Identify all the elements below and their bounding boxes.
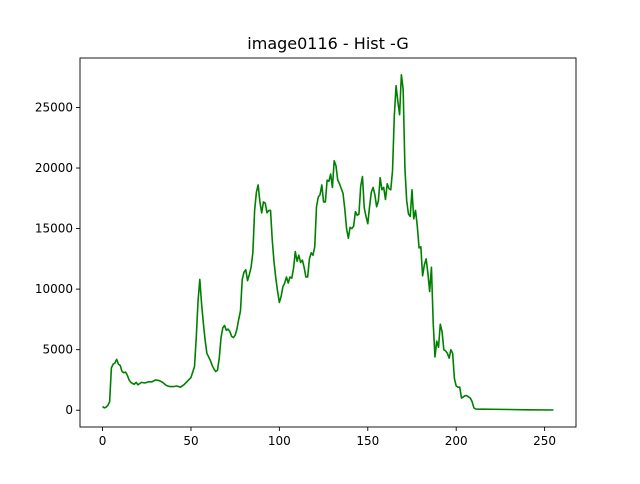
x-tick-label: 50 <box>183 434 198 448</box>
x-tick-label: 200 <box>445 434 468 448</box>
plot-area-frame <box>79 57 577 428</box>
y-tick-label: 15000 <box>35 222 73 236</box>
y-tick-label: 20000 <box>35 161 73 175</box>
y-tick-label: 25000 <box>35 100 73 114</box>
x-tick-label: 250 <box>533 434 556 448</box>
histogram-series-line-0 <box>102 73 554 411</box>
x-tick-label: 150 <box>356 434 379 448</box>
x-tick-label: 0 <box>99 434 107 448</box>
y-tick-label: 10000 <box>35 282 73 296</box>
chart-title: image0116 - Hist -G <box>247 34 408 53</box>
y-tick-label: 5000 <box>42 343 73 357</box>
y-tick-label: 0 <box>65 403 73 417</box>
x-tick-label: 100 <box>268 434 291 448</box>
